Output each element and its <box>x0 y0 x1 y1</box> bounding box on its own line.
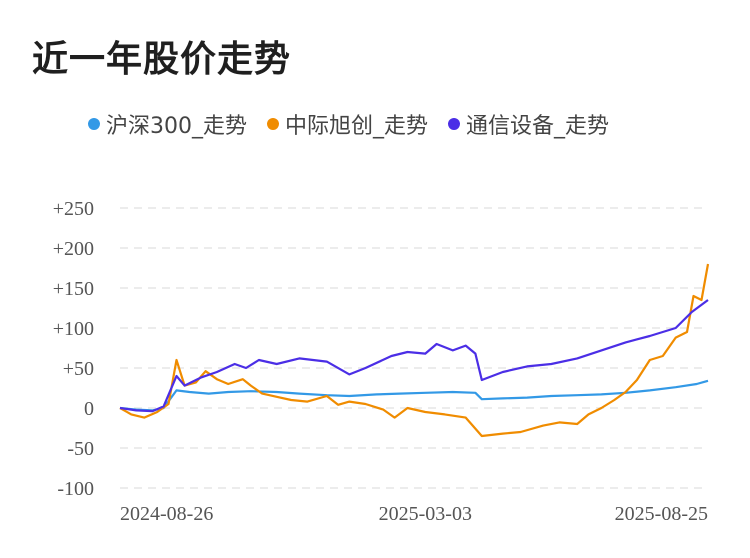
legend-item-zjxc[interactable]: 中际旭创_走势 <box>267 108 428 140</box>
y-tick-label: 0 <box>84 398 94 420</box>
legend-label: 中际旭创_走势 <box>285 114 429 139</box>
legend-dot-icon <box>267 118 279 130</box>
x-tick-label: 2025-08-25 <box>615 503 708 525</box>
y-tick-label: +150 <box>53 278 94 300</box>
chart-title: 近一年股价走势 <box>32 39 292 80</box>
x-tick-label: 2024-08-26 <box>120 503 213 525</box>
y-tick-label: +250 <box>53 198 94 220</box>
y-tick-label: -100 <box>57 478 94 500</box>
legend-item-txsb[interactable]: 通信设备_走势 <box>448 108 609 140</box>
series-line-0 <box>119 379 709 412</box>
series-line-2 <box>119 299 709 413</box>
legend-dot-icon <box>88 118 100 130</box>
y-axis-ticks: +250 +200 +150 +100 +50 0 -50 -100 <box>53 198 94 500</box>
y-tick-label: +100 <box>53 318 94 340</box>
y-tick-label: +50 <box>63 358 94 380</box>
legend-label: 通信设备_走势 <box>466 114 610 139</box>
chart-legend: 沪深300_走势 中际旭创_走势 通信设备_走势 <box>88 108 609 140</box>
series-lines <box>119 263 710 438</box>
y-tick-label: +200 <box>53 238 94 260</box>
legend-item-hs300[interactable]: 沪深300_走势 <box>88 108 247 140</box>
y-tick-label: -50 <box>67 438 94 460</box>
legend-dot-icon <box>448 118 461 130</box>
legend-label: 沪深300_走势 <box>106 114 247 139</box>
grid-lines <box>120 207 708 489</box>
series-line-1 <box>119 263 710 438</box>
x-axis-ticks: 2024-08-26 2025-03-03 2025-08-25 <box>120 503 708 525</box>
x-tick-label: 2025-03-03 <box>379 503 472 525</box>
